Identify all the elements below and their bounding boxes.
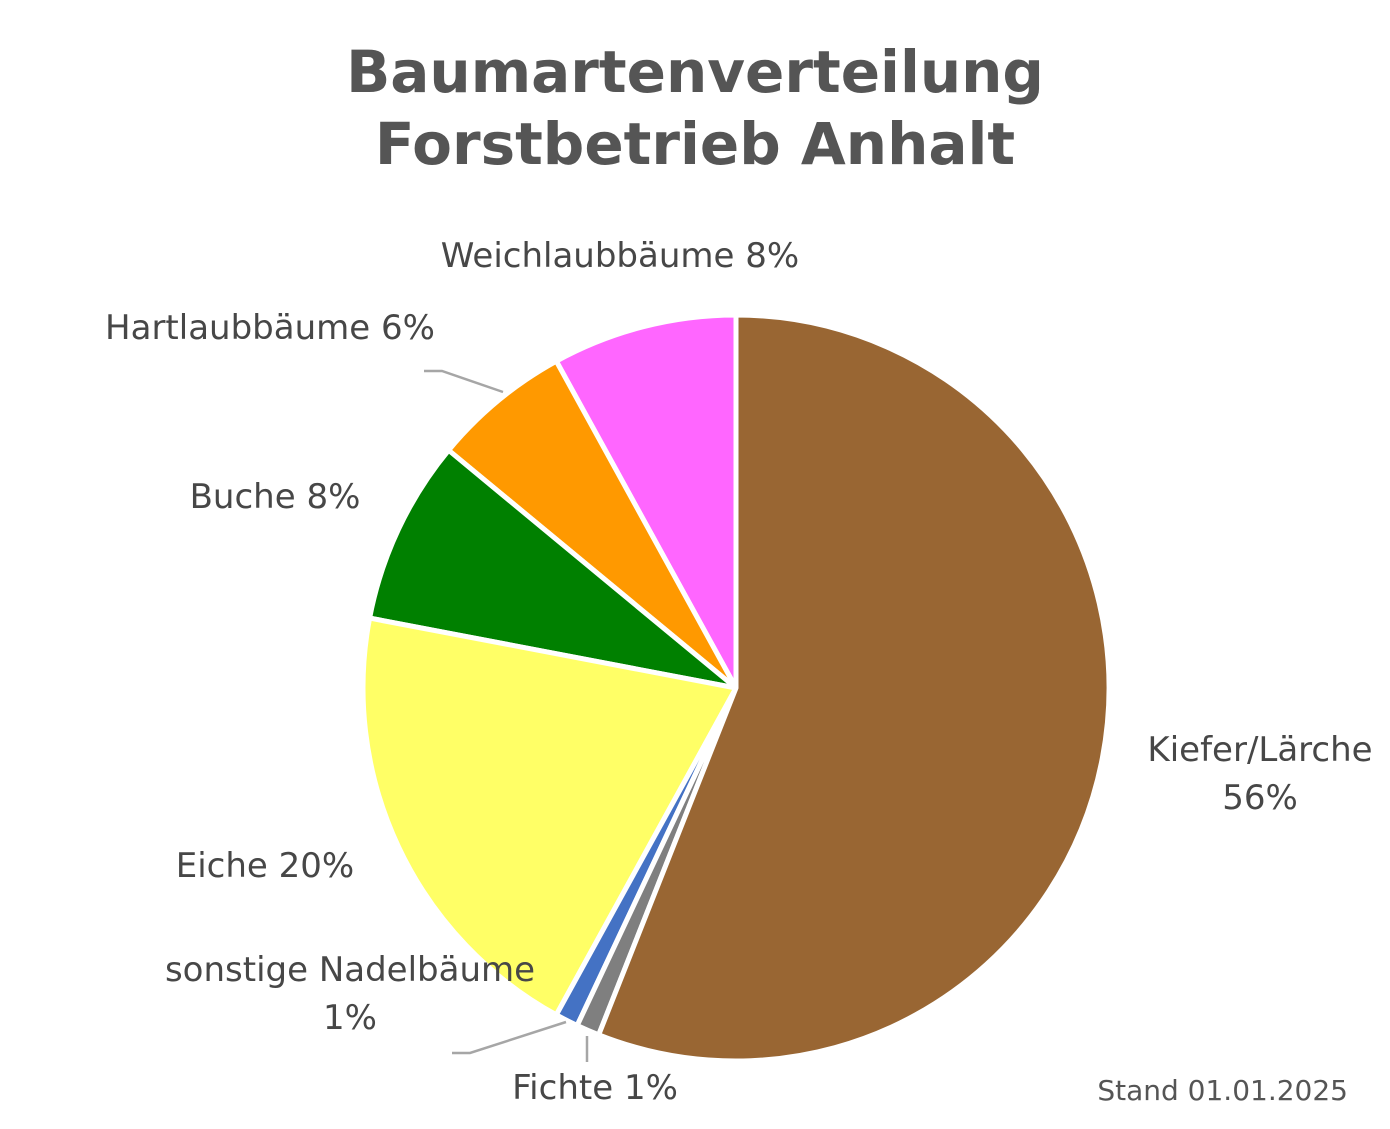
category-label: Buche — [189, 477, 296, 517]
category-label: Eiche — [175, 846, 268, 886]
value-label: 8% — [745, 236, 800, 276]
value-label: 20% — [278, 846, 355, 886]
slice-label: sonstige Nadelbäume 1% — [140, 946, 560, 1042]
category-label: Kiefer/Lärche — [1147, 730, 1373, 770]
value-label: 8% — [306, 477, 361, 517]
pie-slice — [553, 312, 739, 691]
pie-slice — [360, 615, 739, 1018]
slice-label: Hartlaubbäume 6% — [60, 304, 480, 352]
category-label: sonstige Nadelbäume — [164, 950, 536, 990]
leader-lines — [424, 369, 589, 1062]
value-label: 1% — [623, 1068, 678, 1108]
category-label: Hartlaubbäume — [105, 308, 371, 348]
category-label: Weichlaubbäume — [440, 236, 735, 276]
value-label: 6% — [381, 308, 435, 348]
slice-label: Kiefer/Lärche 56% — [1130, 726, 1390, 822]
pie-slice — [367, 447, 739, 691]
pie-slice — [446, 358, 739, 691]
pie-slice — [596, 312, 1112, 1064]
leader-line — [424, 369, 504, 394]
category-label: Fichte — [512, 1068, 614, 1108]
slice-label: Buche 8% — [150, 473, 400, 521]
value-label: 56% — [1222, 778, 1298, 818]
chart-title: Baumartenverteilung Forstbetrieb Anhalt — [346, 38, 1044, 178]
value-label: 1% — [323, 998, 377, 1038]
note: Stand 01.01.2025 — [1097, 1074, 1348, 1107]
slice-label: Fichte 1% — [470, 1064, 720, 1112]
slice-label: Weichlaubbäume 8% — [380, 232, 860, 280]
slice-label: Eiche 20% — [120, 842, 410, 890]
leader-line — [452, 1020, 567, 1055]
